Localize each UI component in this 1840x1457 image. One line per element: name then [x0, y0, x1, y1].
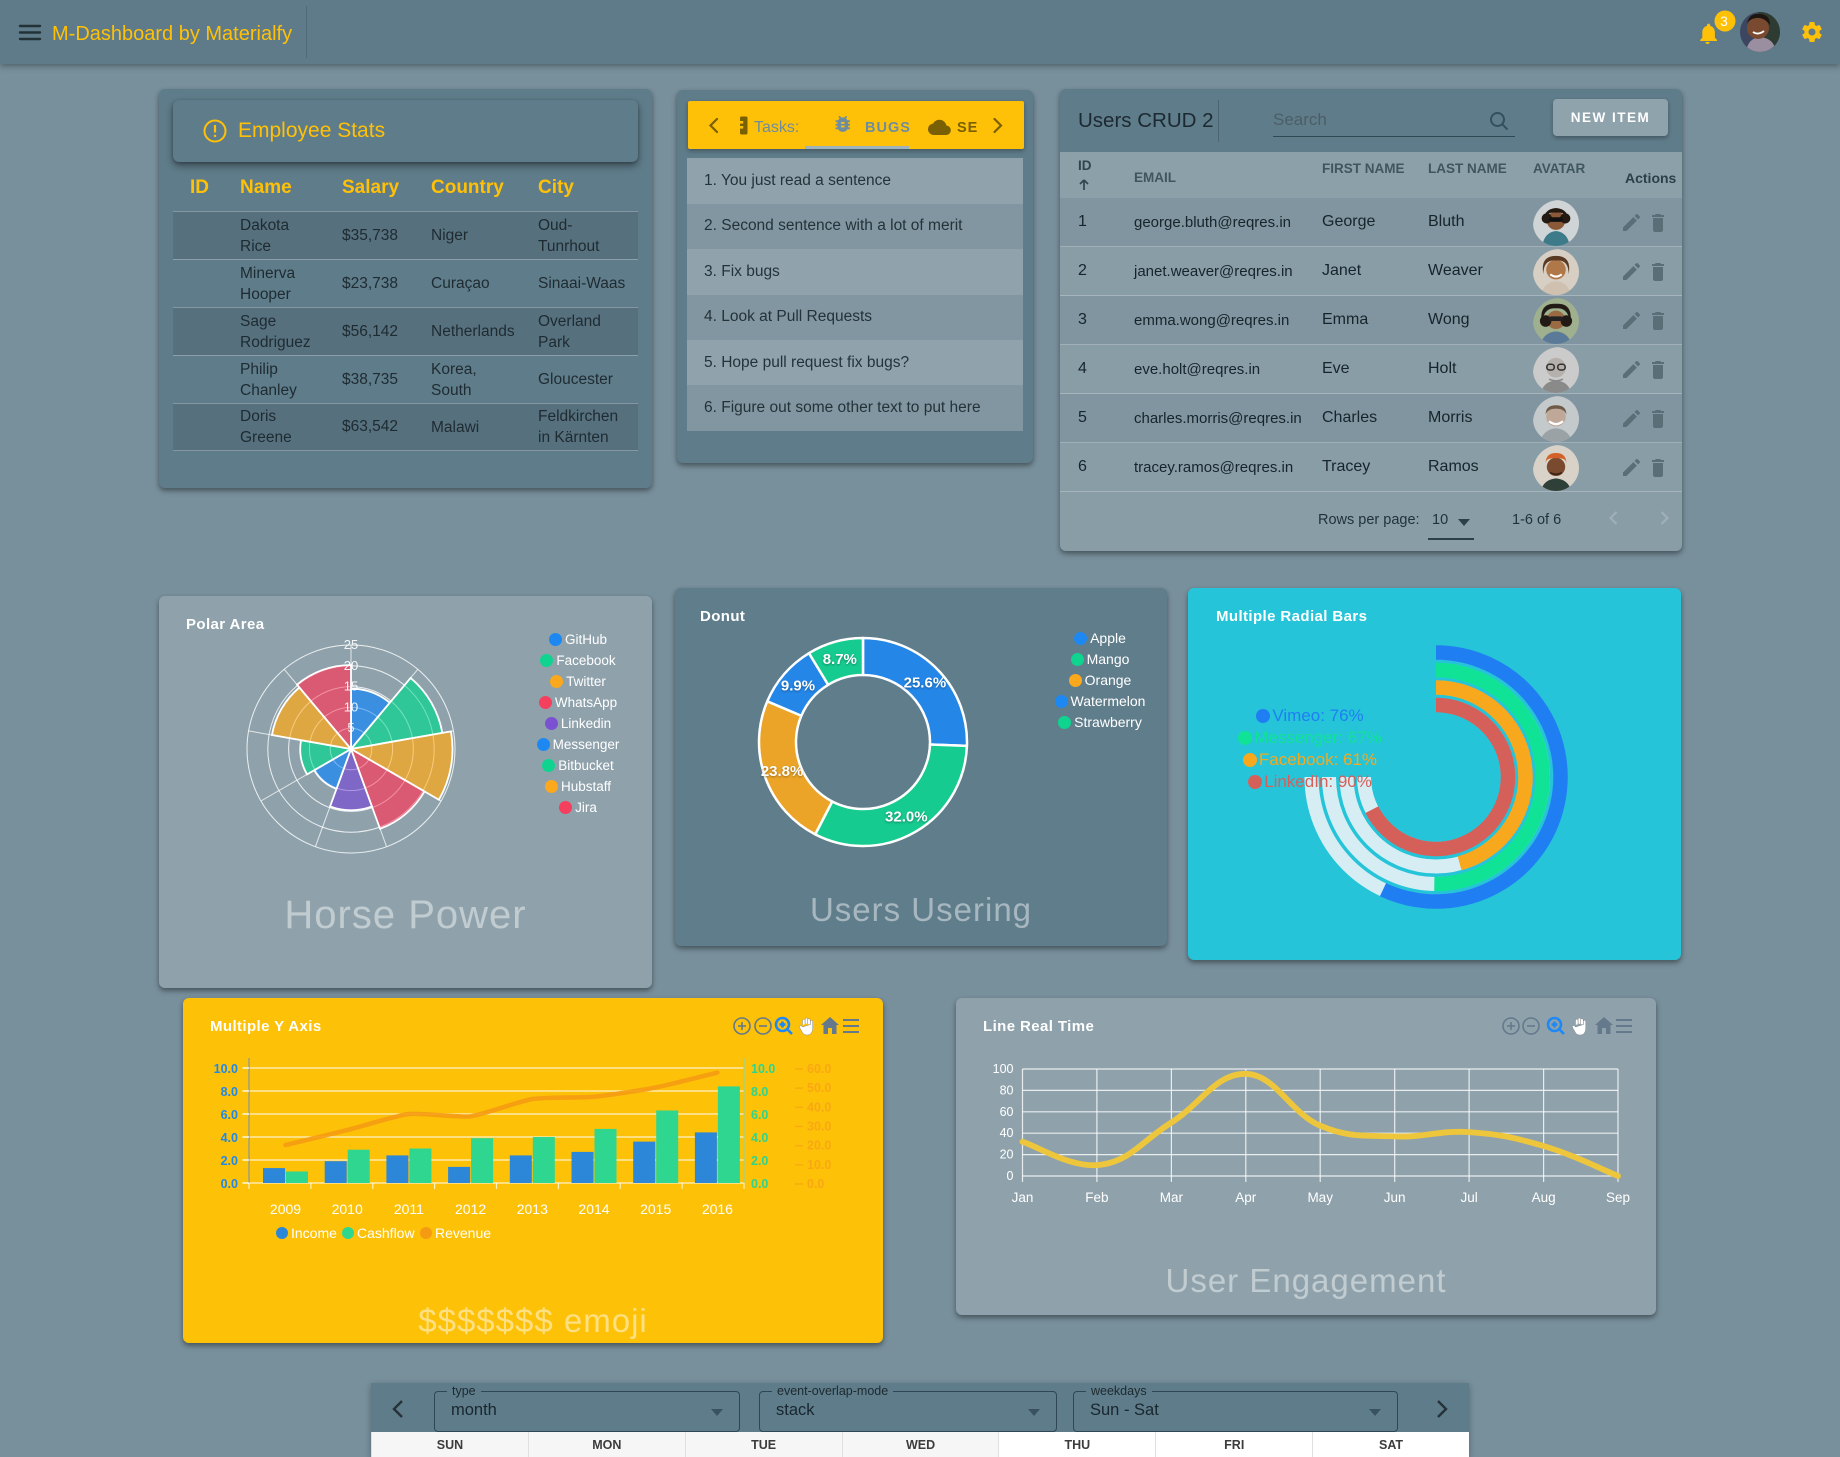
- svg-text:8.7%: 8.7%: [823, 651, 857, 668]
- svg-text:32.0%: 32.0%: [885, 808, 928, 825]
- svg-text:0.0: 0.0: [751, 1177, 768, 1191]
- svg-text:2011: 2011: [394, 1201, 424, 1217]
- svg-text:2016: 2016: [702, 1201, 733, 1217]
- svg-text:10.0: 10.0: [214, 1062, 238, 1076]
- svg-text:10.0: 10.0: [807, 1158, 831, 1172]
- svg-text:0.0: 0.0: [221, 1177, 238, 1191]
- svg-text:23.8%: 23.8%: [761, 763, 804, 780]
- svg-text:50.0: 50.0: [807, 1081, 831, 1095]
- svg-text:2.0: 2.0: [751, 1154, 768, 1168]
- svg-text:2015: 2015: [640, 1201, 671, 1217]
- svg-text:BUGS: BUGS: [865, 120, 911, 136]
- svg-text:6.0: 6.0: [221, 1108, 238, 1122]
- svg-text:0: 0: [1007, 1169, 1014, 1183]
- svg-text:8.0: 8.0: [751, 1085, 768, 1099]
- svg-text:9.9%: 9.9%: [781, 678, 815, 695]
- svg-text:Feb: Feb: [1085, 1190, 1108, 1205]
- svg-text:2012: 2012: [455, 1201, 486, 1217]
- svg-text:10.0: 10.0: [751, 1062, 775, 1076]
- svg-text:2010: 2010: [332, 1201, 363, 1217]
- svg-text:6.0: 6.0: [751, 1108, 768, 1122]
- svg-text:10: 10: [344, 699, 358, 714]
- svg-text:Sep: Sep: [1606, 1190, 1630, 1205]
- svg-text:M-Dashboard by Materialfy: M-Dashboard by Materialfy: [52, 23, 292, 45]
- svg-text:Mar: Mar: [1160, 1190, 1184, 1205]
- svg-text:4.0: 4.0: [751, 1131, 768, 1145]
- svg-text:3: 3: [1720, 14, 1728, 29]
- svg-text:8.0: 8.0: [221, 1085, 238, 1099]
- svg-text:Aug: Aug: [1532, 1190, 1556, 1205]
- svg-text:30.0: 30.0: [807, 1120, 831, 1134]
- svg-text:0.0: 0.0: [807, 1177, 824, 1191]
- svg-text:2009: 2009: [270, 1201, 301, 1217]
- svg-text:25: 25: [344, 637, 358, 652]
- svg-text:5: 5: [347, 720, 354, 735]
- svg-text:May: May: [1307, 1190, 1333, 1205]
- svg-text:80: 80: [1000, 1083, 1014, 1097]
- svg-text:60.0: 60.0: [807, 1062, 831, 1076]
- svg-text:25.6%: 25.6%: [904, 674, 947, 691]
- svg-text:15: 15: [344, 679, 358, 694]
- svg-text:60: 60: [1000, 1105, 1014, 1119]
- svg-text:Jul: Jul: [1460, 1190, 1477, 1205]
- svg-text:40: 40: [1000, 1126, 1014, 1140]
- svg-text:100: 100: [993, 1062, 1014, 1076]
- svg-text:SE: SE: [957, 120, 978, 136]
- svg-text:2013: 2013: [517, 1201, 548, 1217]
- svg-text:4.0: 4.0: [221, 1131, 238, 1145]
- svg-text:Income: Income: [291, 1225, 337, 1241]
- svg-text:Cashflow: Cashflow: [357, 1225, 415, 1241]
- svg-text:20: 20: [1000, 1148, 1014, 1162]
- svg-text:40.0: 40.0: [807, 1100, 831, 1114]
- svg-text:Apr: Apr: [1235, 1190, 1257, 1205]
- svg-text:Tasks:: Tasks:: [754, 119, 799, 136]
- svg-text:20.0: 20.0: [807, 1139, 831, 1153]
- svg-text:2.0: 2.0: [221, 1154, 238, 1168]
- svg-text:Jan: Jan: [1012, 1190, 1034, 1205]
- svg-text:2014: 2014: [578, 1201, 609, 1217]
- svg-text:Revenue: Revenue: [435, 1225, 491, 1241]
- svg-text:Jun: Jun: [1384, 1190, 1406, 1205]
- svg-text:20: 20: [344, 658, 358, 673]
